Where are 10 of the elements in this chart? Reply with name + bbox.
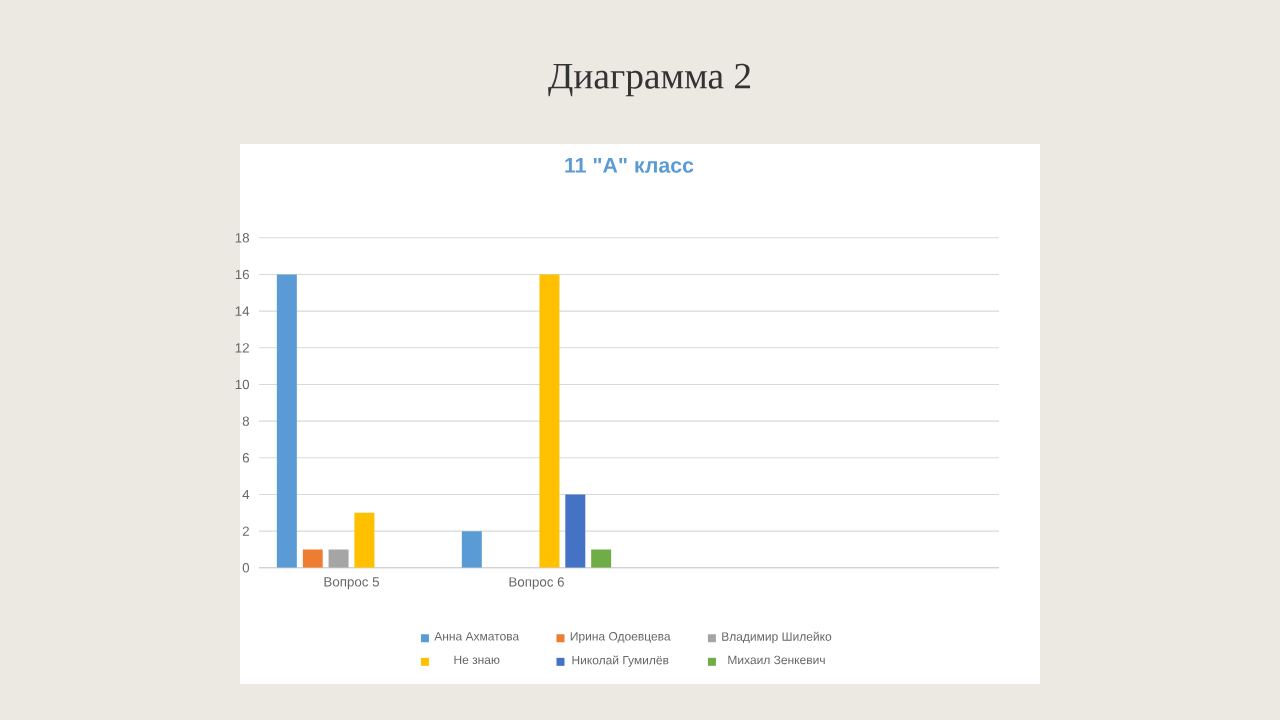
- bar: [354, 512, 375, 568]
- bar: [539, 274, 560, 568]
- bar: [565, 494, 586, 568]
- bar: [591, 549, 612, 568]
- chart-subtitle: 11 "А" класс: [565, 157, 694, 173]
- chart-title: Диаграмма 2: [548, 63, 751, 97]
- bar: [461, 531, 482, 568]
- bar: [276, 274, 297, 568]
- bar: [328, 549, 349, 568]
- bar: [302, 549, 323, 568]
